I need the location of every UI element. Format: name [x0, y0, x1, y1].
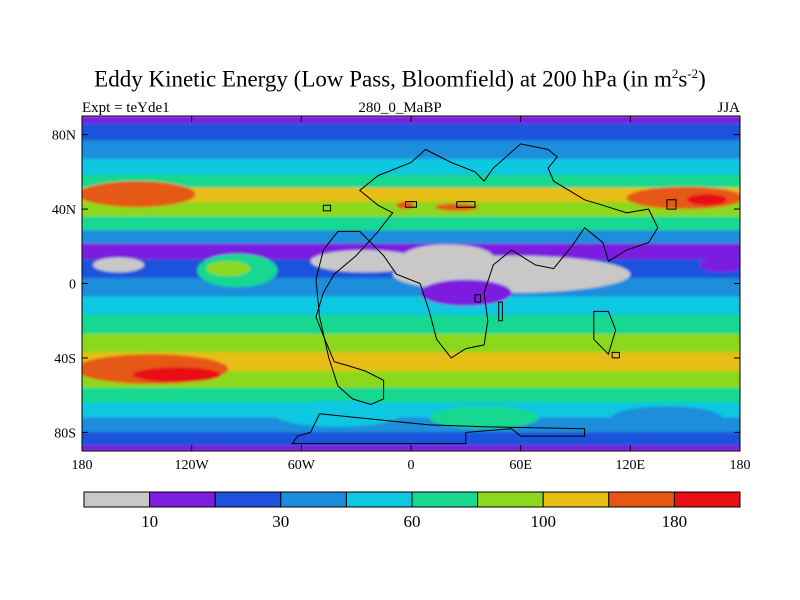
- band-1: [82, 123, 740, 141]
- blob-15: [644, 356, 689, 368]
- chart-title: Eddy Kinetic Energy (Low Pass, Bloomfiel…: [0, 66, 800, 93]
- heatmap-field: [82, 116, 740, 451]
- x-tick-label-6: 180: [730, 458, 751, 473]
- colorbar-label-3: 100: [530, 512, 556, 531]
- colorbar-swatch-3: [280, 491, 347, 508]
- band-19: [82, 417, 740, 433]
- band-8: [82, 230, 740, 244]
- coastline-7: [322, 204, 332, 212]
- x-tick-label-0: 180: [72, 458, 93, 473]
- x-tick-label-1: 120W: [175, 458, 210, 473]
- title-end: ): [698, 66, 706, 92]
- blob-7: [206, 261, 251, 277]
- colorbar-swatch-4: [345, 491, 413, 508]
- coastline-2: [593, 310, 617, 356]
- band-2: [82, 140, 740, 160]
- coastline-5: [456, 201, 476, 208]
- colorbar-swatch-2: [214, 491, 282, 508]
- y-tick-label-3: 40S: [54, 352, 76, 367]
- blob-3: [420, 279, 512, 306]
- coastline-1: [498, 301, 503, 322]
- subtitle-left: Expt = teYde1: [82, 100, 170, 116]
- band-17: [82, 387, 740, 404]
- title-mid: s: [678, 66, 688, 92]
- blob-18: [612, 406, 722, 429]
- band-15: [82, 352, 740, 372]
- colorbar-swatch-1: [149, 491, 216, 508]
- blob-17: [429, 406, 539, 429]
- title-sup-1: 2: [671, 66, 679, 81]
- band-16: [82, 370, 740, 389]
- blob-9: [626, 186, 740, 210]
- band-5: [82, 187, 740, 203]
- blob-14: [133, 367, 221, 383]
- band-13: [82, 315, 740, 335]
- coastline-layer: [291, 143, 677, 445]
- coastline-4: [405, 201, 417, 208]
- blob-1: [310, 249, 421, 273]
- subtitle-center: 280_0_MaBP: [358, 100, 442, 116]
- x-tick-label-2: 60W: [288, 458, 316, 473]
- colorbar-label-0: 10: [141, 512, 158, 531]
- title-sup-2: -2: [687, 66, 699, 81]
- colorbar-swatch-7: [542, 491, 610, 508]
- colorbar-swatch-6: [477, 491, 544, 508]
- colorbar: 10 30 60 100 180: [83, 491, 741, 531]
- colorbar-label-2: 60: [404, 512, 421, 531]
- x-tick-label-3: 0: [408, 458, 415, 473]
- colorbar-swatch-0: [83, 491, 151, 508]
- colorbar-label-1: 30: [272, 512, 289, 531]
- colorbar-swatch-8: [608, 491, 675, 508]
- x-tick-label-4: 60E: [509, 458, 532, 473]
- blob-16: [273, 400, 402, 427]
- y-tick-label-2: 0: [69, 278, 76, 293]
- coastline-6: [666, 199, 677, 210]
- coastline-9: [474, 294, 481, 303]
- band-7: [82, 216, 740, 231]
- band-4: [82, 174, 740, 189]
- x-axis: 180 120W 60W 0 60E 120E 180: [72, 116, 751, 473]
- colorbar-swatch-5: [411, 491, 479, 508]
- blob-8: [82, 181, 196, 208]
- blob-2: [401, 244, 494, 271]
- subtitle-right: JJA: [717, 100, 740, 116]
- band-3: [82, 158, 740, 176]
- band-18: [82, 402, 740, 418]
- blob-5: [699, 257, 740, 273]
- colorbar-swatch-9: [673, 491, 741, 508]
- coastline-0: [315, 143, 659, 406]
- blob-4: [92, 257, 145, 273]
- colorbar-label-4: 180: [662, 512, 688, 531]
- band-12: [82, 296, 740, 316]
- x-tick-label-5: 120E: [616, 458, 646, 473]
- y-axis: 80N 40N 0 40S 80S: [52, 129, 740, 441]
- blob-10: [686, 194, 728, 206]
- band-6: [82, 201, 740, 217]
- y-tick-label-0: 80N: [52, 129, 76, 144]
- y-tick-label-1: 40N: [52, 203, 76, 218]
- title-main: Eddy Kinetic Energy (Low Pass, Bloomfiel…: [94, 66, 672, 92]
- band-14: [82, 333, 740, 353]
- coastline-3: [291, 413, 586, 445]
- y-tick-label-4: 80S: [54, 426, 76, 441]
- coastline-8: [611, 351, 620, 359]
